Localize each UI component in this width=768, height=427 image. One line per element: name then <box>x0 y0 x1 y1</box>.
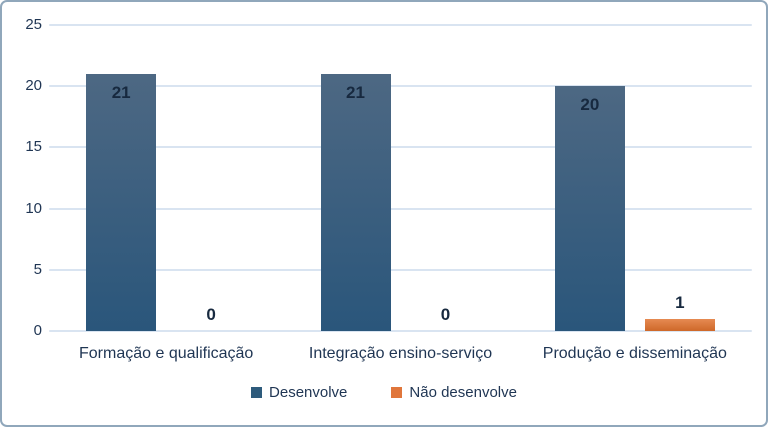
gridline <box>49 85 752 88</box>
legend-item: Não desenvolve <box>391 384 517 401</box>
chart-legend: Desenvolve Não desenvolve <box>2 384 766 401</box>
y-axis-tick-label: 10 <box>25 199 42 217</box>
y-axis-tick-label: 0 <box>33 322 42 339</box>
x-axis-category-label: Integração ensino-serviço <box>308 345 493 362</box>
bar-value-label: 0 <box>440 305 451 324</box>
legend-label: Desenvolve <box>269 384 348 401</box>
bar-value-label: 20 <box>580 95 600 115</box>
bar-value-label: 1 <box>675 292 685 312</box>
gridline <box>49 146 752 149</box>
y-axis-tick-label: 15 <box>25 138 42 156</box>
bar-value-label: 21 <box>111 82 131 102</box>
bar-value-label: 0 <box>206 305 216 324</box>
gridline <box>49 268 752 271</box>
legend-label: Não desenvolve <box>409 384 517 401</box>
bar-value-label: 21 <box>346 82 365 102</box>
gridline <box>49 207 752 210</box>
bar-desenvolve <box>320 73 391 331</box>
gridline <box>49 24 752 26</box>
gridline <box>49 330 752 332</box>
y-axis-tick-label: 5 <box>33 260 42 278</box>
bar-desenvolve <box>86 73 157 331</box>
legend-item: Desenvolve <box>251 384 347 401</box>
y-axis-tick-label: 25 <box>25 16 42 33</box>
bar-desenvolve <box>554 86 625 331</box>
legend-swatch <box>391 387 403 398</box>
x-axis-category-label: Formação e qualificação <box>79 345 254 362</box>
y-axis-tick-label: 20 <box>25 77 42 95</box>
bar-nao-desenvolve <box>644 318 715 331</box>
x-axis-category-label: Produção e disseminação <box>542 345 727 362</box>
legend-swatch <box>251 387 263 398</box>
